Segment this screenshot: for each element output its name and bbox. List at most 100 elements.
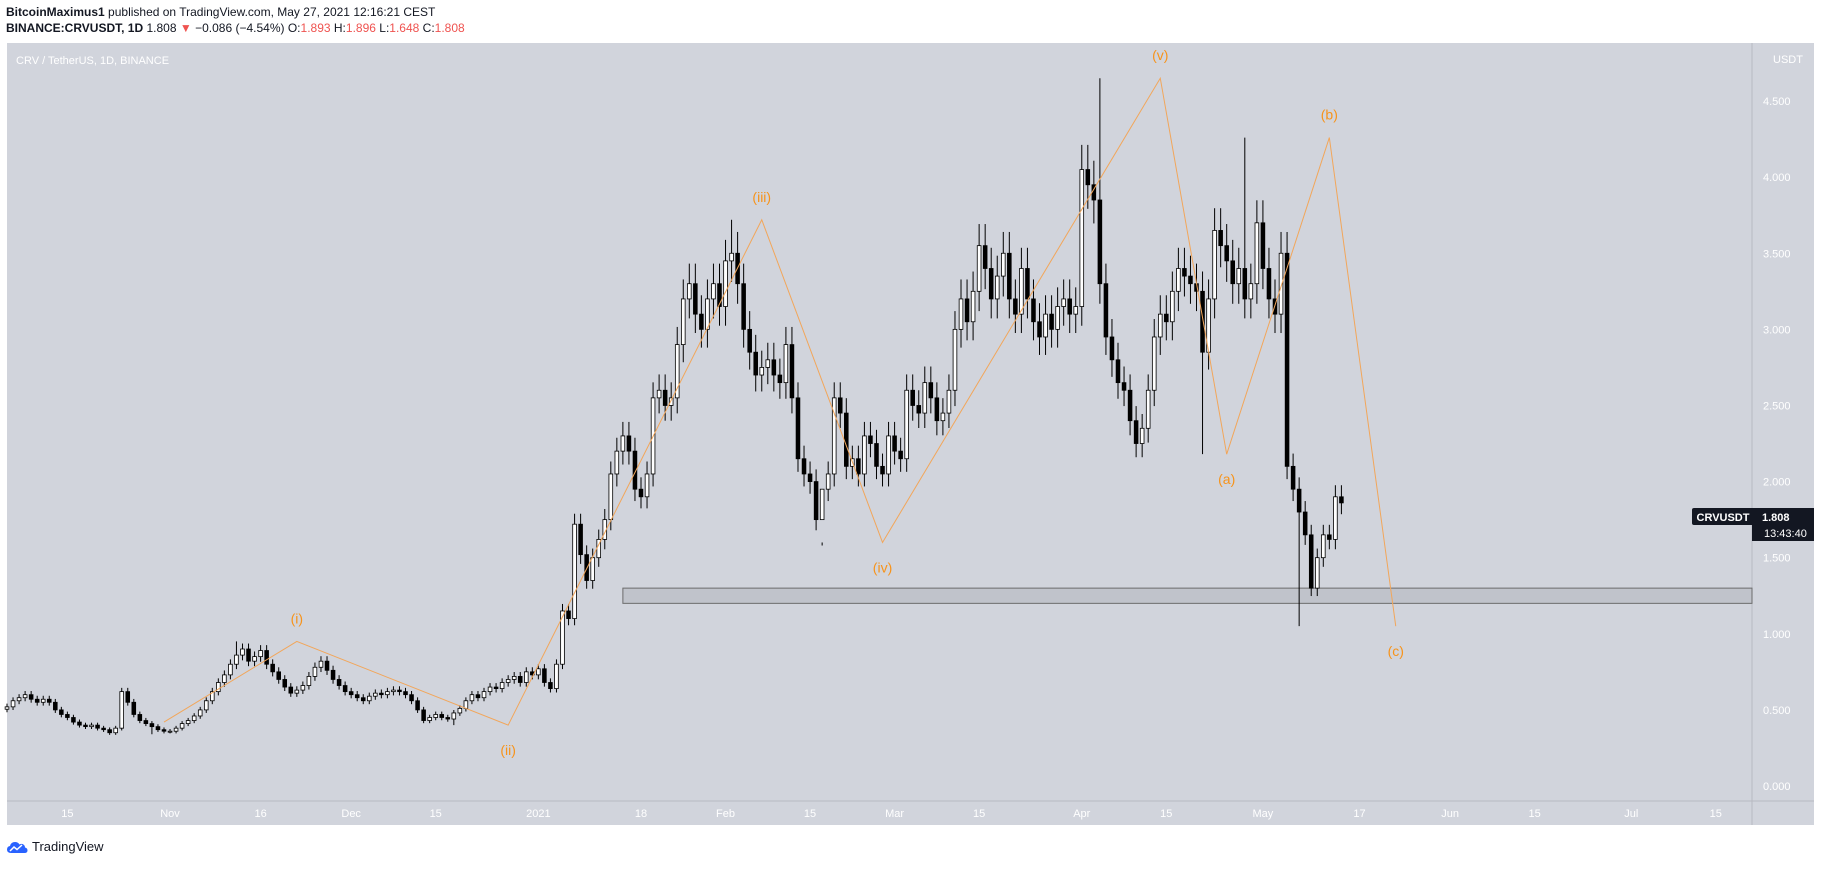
x-tick-label: 15 <box>1710 808 1722 820</box>
x-tick-label: Nov <box>160 808 180 820</box>
candle-body <box>1182 268 1187 277</box>
open-value: 1.893 <box>300 21 331 35</box>
candle-body <box>964 298 970 323</box>
candle-body <box>149 723 155 728</box>
candle-body <box>22 694 28 699</box>
wave-label: (i) <box>291 610 303 626</box>
candle-body <box>916 405 922 414</box>
elliott-waves: (i) (ii) (iii) (iv) (v) (a) (b) (c) <box>163 47 1404 758</box>
wave-label: (a) <box>1218 471 1235 487</box>
candle-body <box>342 685 348 693</box>
candle-body <box>1254 222 1260 285</box>
candle-body <box>1200 290 1205 353</box>
candle-body <box>276 671 281 680</box>
time-axis[interactable] <box>7 801 1814 825</box>
candle-body <box>904 389 909 460</box>
candle-body <box>77 721 82 726</box>
candle-body <box>958 298 964 330</box>
plot-background <box>7 43 1752 801</box>
candle-body <box>53 701 58 711</box>
candle-body <box>795 397 801 460</box>
candle-body <box>1260 222 1266 269</box>
change-text: −0.086 (−4.54%) <box>195 21 285 35</box>
candle-body <box>868 435 873 444</box>
candle-body <box>813 481 819 521</box>
ticker-badge <box>1692 508 1754 525</box>
candle-body <box>83 724 88 728</box>
x-tick-label: May <box>1253 808 1274 820</box>
candle-body <box>1308 534 1314 589</box>
candle-body <box>222 674 227 683</box>
candle-body <box>300 685 306 691</box>
candle-body <box>699 313 704 330</box>
ohlc-legend: BINANCE:CRVUSDT, 1D 1.808 ▼ −0.086 (−4.5… <box>6 21 465 35</box>
open-label: O: <box>287 21 301 35</box>
candle-body <box>288 686 294 694</box>
candle-body <box>173 727 179 732</box>
candle-body <box>34 698 40 703</box>
x-tick-label: Jul <box>1624 808 1638 820</box>
candle-body <box>433 714 438 718</box>
down-arrow-icon: ▼ <box>179 21 192 35</box>
tradingview-logo[interactable]: TradingView <box>6 839 104 854</box>
support-zone-rect <box>622 587 1753 604</box>
candle-body <box>807 473 813 482</box>
countdown-badge <box>1752 525 1814 541</box>
candle-body <box>1139 427 1145 444</box>
candle-body <box>1001 252 1006 277</box>
candle-body <box>234 654 239 665</box>
candle-body <box>65 714 70 718</box>
candle-body <box>819 488 825 521</box>
x-tick-label: 15 <box>1160 808 1172 820</box>
candle-body <box>572 523 577 619</box>
candle-body <box>680 298 686 345</box>
candle-body <box>928 382 934 399</box>
candle-body <box>1164 313 1169 323</box>
author-name[interactable]: BitcoinMaximus1 <box>6 5 105 19</box>
wave-label: (v) <box>1152 47 1168 63</box>
candle-body <box>137 714 143 721</box>
candle-body <box>1170 290 1175 323</box>
wave-label: (iv) <box>873 559 892 575</box>
candle-body <box>1302 511 1308 536</box>
candle-body <box>240 648 245 656</box>
candle-body <box>1007 252 1012 300</box>
candle-body <box>892 435 897 452</box>
candle-body <box>95 724 100 729</box>
candle-body <box>837 397 843 414</box>
close-label: C: <box>422 21 435 35</box>
candle-body <box>409 694 414 702</box>
candle-body <box>1248 283 1254 300</box>
candle-body <box>421 709 426 721</box>
candle-body <box>1109 336 1115 361</box>
tradingview-cloud-icon <box>7 841 28 853</box>
candle-body <box>385 691 390 696</box>
candle-body <box>354 694 360 699</box>
candle-body <box>505 679 511 683</box>
y-tick-label: 3.500 <box>1763 248 1791 260</box>
x-tick-label: Dec <box>341 808 361 820</box>
x-tick-label: 15 <box>430 808 442 820</box>
candle-body <box>753 351 758 376</box>
candle-body <box>216 682 221 693</box>
candle-body <box>656 389 662 399</box>
price-axis[interactable] <box>1752 43 1814 801</box>
price-badge <box>1752 508 1814 525</box>
candle-body <box>71 717 76 723</box>
candle-body <box>1284 252 1290 467</box>
candle-body <box>982 245 988 269</box>
y-tick-label: 0.000 <box>1763 781 1791 793</box>
candle-body <box>1266 268 1272 300</box>
candle-body <box>1327 534 1332 540</box>
y-tick-label: 0.500 <box>1763 705 1791 717</box>
candle-body <box>1085 169 1091 186</box>
candle-body <box>28 694 34 700</box>
candle-body <box>898 450 903 460</box>
symbol-text: BINANCE:CRVUSDT, 1D <box>6 21 144 35</box>
candle-body <box>874 443 879 467</box>
candle-body <box>367 695 372 702</box>
candle-body <box>590 557 595 581</box>
candle-body <box>493 686 499 689</box>
